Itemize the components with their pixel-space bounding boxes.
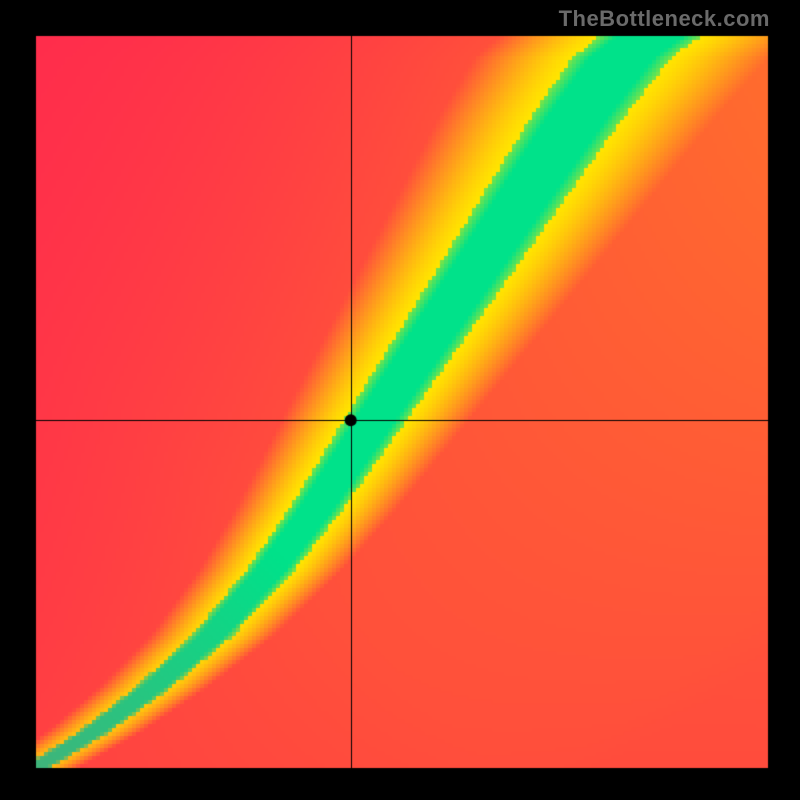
watermark-text: TheBottleneck.com (559, 6, 770, 32)
heatmap-canvas (0, 0, 800, 800)
chart-container: TheBottleneck.com (0, 0, 800, 800)
